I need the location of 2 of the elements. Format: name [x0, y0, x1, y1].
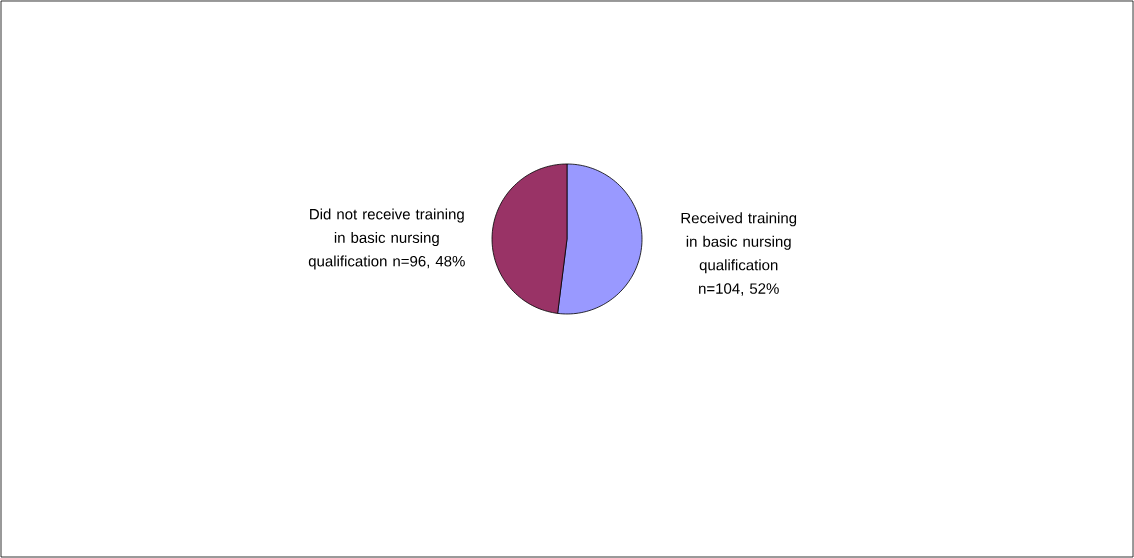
slice-label: Did not receive training in basic nursing qualification n=96, 48% — [308, 208, 465, 270]
slice-label: Received training in basic nursing qualification n=104, 52% — [681, 212, 797, 296]
